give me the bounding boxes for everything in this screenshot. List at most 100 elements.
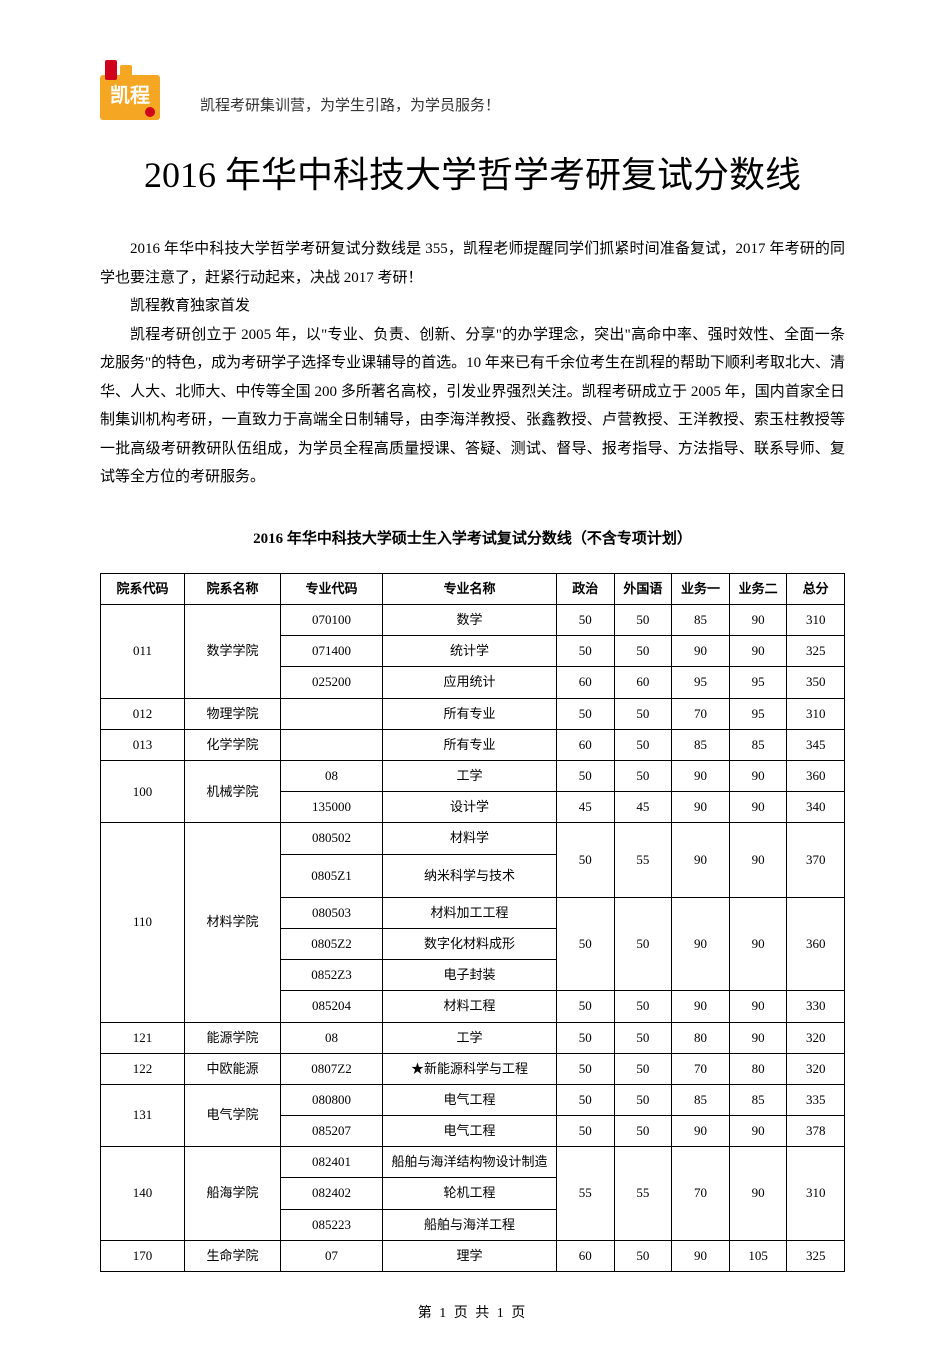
cell-score: 90 <box>729 761 787 792</box>
cell-dept-code: 013 <box>101 729 185 760</box>
cell-score: 90 <box>672 761 730 792</box>
cell-major-name: 工学 <box>383 761 557 792</box>
cell-score: 50 <box>557 1053 615 1084</box>
cell-major-name: 轮机工程 <box>383 1178 557 1209</box>
cell-major-code: 080502 <box>281 823 383 854</box>
cell-total: 378 <box>787 1116 845 1147</box>
cell-major-code: 070100 <box>281 605 383 636</box>
cell-dept-code: 012 <box>101 698 185 729</box>
cell-major-code: 08 <box>281 761 383 792</box>
cell-score: 50 <box>614 761 672 792</box>
cell-score: 45 <box>557 792 615 823</box>
table-row: 012 物理学院 所有专业 50 50 70 95 310 <box>101 698 845 729</box>
cell-major-code: 135000 <box>281 792 383 823</box>
table-row: 110 材料学院 080502 材料学 50 55 90 90 370 <box>101 823 845 854</box>
cell-score: 70 <box>672 1053 730 1084</box>
cell-total: 360 <box>787 897 845 991</box>
table-caption: 2016 年华中科技大学硕士生入学考试复试分数线（不含专项计划） <box>100 527 845 548</box>
cell-score: 50 <box>614 1053 672 1084</box>
cell-score: 90 <box>672 823 730 897</box>
cell-major-code <box>281 729 383 760</box>
cell-score: 50 <box>557 1084 615 1115</box>
cell-dept-name: 物理学院 <box>185 698 281 729</box>
cell-major-code: 080800 <box>281 1084 383 1115</box>
th-sub1: 业务一 <box>672 573 730 604</box>
cell-major-code: 082402 <box>281 1178 383 1209</box>
th-sub2: 业务二 <box>729 573 787 604</box>
cell-total: 310 <box>787 698 845 729</box>
cell-score: 90 <box>729 897 787 991</box>
cell-score: 90 <box>729 1116 787 1147</box>
header-slogan: 凯程考研集训营，为学生引路，为学员服务！ <box>200 94 500 120</box>
cell-major-code: 0852Z3 <box>281 960 383 991</box>
cell-score: 85 <box>729 729 787 760</box>
cell-major-name: 设计学 <box>383 792 557 823</box>
cell-major-name: 船舶与海洋工程 <box>383 1209 557 1240</box>
cell-score: 50 <box>614 1116 672 1147</box>
cell-score: 50 <box>614 1240 672 1271</box>
th-foreign: 外国语 <box>614 573 672 604</box>
cell-score: 50 <box>557 761 615 792</box>
cell-score: 50 <box>614 1022 672 1053</box>
cell-score: 45 <box>614 792 672 823</box>
cell-major-name: 材料加工工程 <box>383 897 557 928</box>
header: 凯程 凯程考研集训营，为学生引路，为学员服务！ <box>100 60 845 120</box>
table-row: 131 电气学院 080800 电气工程 50 50 85 85 335 <box>101 1084 845 1115</box>
cell-score: 90 <box>672 897 730 991</box>
cell-major-code: 082401 <box>281 1147 383 1178</box>
cell-score: 60 <box>614 667 672 698</box>
cell-score: 50 <box>614 1084 672 1115</box>
cell-dept-name: 机械学院 <box>185 761 281 823</box>
cell-major-name: 所有专业 <box>383 698 557 729</box>
cell-major-code: 08 <box>281 1022 383 1053</box>
cell-total: 360 <box>787 761 845 792</box>
cell-major-name: 船舶与海洋结构物设计制造 <box>383 1147 557 1178</box>
cell-major-name: 电气工程 <box>383 1116 557 1147</box>
table-row: 100 机械学院 08 工学 50 50 90 90 360 <box>101 761 845 792</box>
cell-major-name: 数字化材料成形 <box>383 928 557 959</box>
cell-major-code: 085223 <box>281 1209 383 1240</box>
cell-score: 90 <box>729 1147 787 1241</box>
cell-score: 90 <box>729 605 787 636</box>
cell-major-name: 工学 <box>383 1022 557 1053</box>
cell-score: 50 <box>557 1116 615 1147</box>
cell-dept-name: 电气学院 <box>185 1084 281 1146</box>
cell-dept-name: 材料学院 <box>185 823 281 1022</box>
cell-score: 70 <box>672 698 730 729</box>
cell-score: 50 <box>557 823 615 897</box>
cell-score: 60 <box>557 667 615 698</box>
cell-major-code: 080503 <box>281 897 383 928</box>
th-major-code: 专业代码 <box>281 573 383 604</box>
cell-dept-code: 122 <box>101 1053 185 1084</box>
cell-dept-code: 100 <box>101 761 185 823</box>
cell-score: 90 <box>729 823 787 897</box>
cell-score: 90 <box>729 991 787 1022</box>
cell-dept-code: 011 <box>101 605 185 699</box>
cell-score: 95 <box>729 667 787 698</box>
cell-score: 50 <box>557 991 615 1022</box>
cell-score: 50 <box>557 605 615 636</box>
cell-score: 90 <box>729 636 787 667</box>
cell-major-name: 材料工程 <box>383 991 557 1022</box>
cell-score: 105 <box>729 1240 787 1271</box>
cell-total: 340 <box>787 792 845 823</box>
table-row: 013 化学学院 所有专业 60 50 85 85 345 <box>101 729 845 760</box>
cell-major-code: 071400 <box>281 636 383 667</box>
cell-major-name: 电气工程 <box>383 1084 557 1115</box>
cell-score: 55 <box>614 1147 672 1241</box>
score-table: 院系代码 院系名称 专业代码 专业名称 政治 外国语 业务一 业务二 总分 01… <box>100 573 845 1272</box>
cell-score: 55 <box>557 1147 615 1241</box>
cell-score: 90 <box>672 636 730 667</box>
cell-score: 50 <box>557 698 615 729</box>
cell-score: 70 <box>672 1147 730 1241</box>
cell-score: 60 <box>557 1240 615 1271</box>
logo: 凯程 <box>100 60 180 120</box>
cell-score: 50 <box>557 897 615 991</box>
th-politics: 政治 <box>557 573 615 604</box>
intro-paragraph-3: 凯程考研创立于 2005 年，以"专业、负责、创新、分享"的办学理念，突出"高命… <box>100 321 845 492</box>
th-major-name: 专业名称 <box>383 573 557 604</box>
cell-total: 310 <box>787 1147 845 1241</box>
th-dept-code: 院系代码 <box>101 573 185 604</box>
cell-dept-code: 131 <box>101 1084 185 1146</box>
cell-dept-code: 170 <box>101 1240 185 1271</box>
